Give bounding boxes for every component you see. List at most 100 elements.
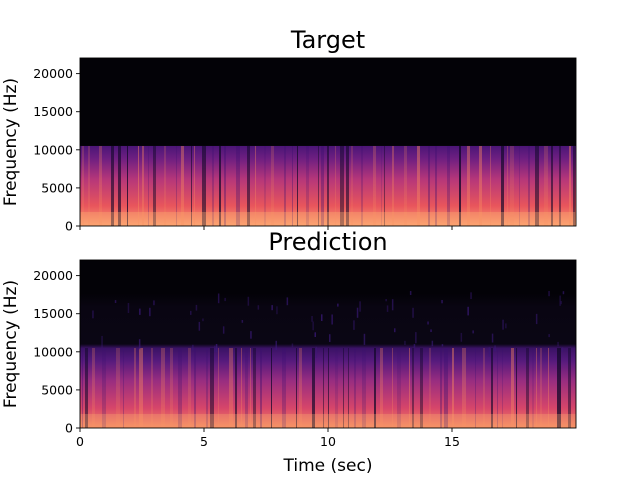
time-streak [536, 348, 537, 428]
time-streak [212, 146, 214, 226]
time-streak [462, 348, 466, 428]
noise-speck [312, 321, 314, 331]
time-streak [164, 146, 166, 226]
x-tick-label: 5 [200, 434, 208, 449]
time-streak [236, 146, 240, 226]
time-streak [219, 146, 221, 226]
time-streak [178, 348, 182, 428]
y-tick-label: 15000 [33, 306, 73, 321]
time-streak [507, 146, 508, 226]
noise-speck [241, 320, 244, 323]
noise-speck [431, 340, 434, 347]
time-streak [404, 146, 407, 226]
noise-speck [291, 343, 294, 348]
noise-speck [217, 293, 220, 304]
time-streak [194, 348, 196, 428]
noise-speck [92, 310, 94, 319]
noise-speck [415, 332, 417, 344]
time-streak [176, 146, 177, 226]
time-streak [348, 348, 349, 428]
noise-speck [311, 316, 313, 322]
time-streak [511, 348, 514, 428]
time-streak [420, 348, 423, 428]
x-tick-label: 10 [320, 434, 336, 449]
time-streak [191, 146, 192, 226]
noise-speck [257, 305, 260, 310]
time-streak [245, 348, 248, 428]
noise-speck [404, 340, 406, 345]
time-streak [235, 348, 237, 428]
time-streak [284, 146, 286, 226]
time-streak [428, 146, 430, 226]
prediction-x-axis-label: Time (sec) [283, 456, 373, 476]
target-y-axis: 0 5000 10000 15000 20000 [33, 66, 80, 234]
target-title: Target [290, 26, 365, 54]
time-streak [373, 146, 376, 226]
time-streak [335, 348, 338, 428]
noise-speck [394, 328, 396, 333]
noise-speck [353, 320, 355, 330]
time-streak [467, 146, 470, 226]
time-streak [123, 348, 124, 428]
time-streak [335, 146, 336, 226]
noise-speck [114, 300, 117, 303]
noise-speck [250, 331, 252, 339]
noise-speck [356, 307, 359, 318]
time-streak [224, 146, 226, 226]
time-streak [452, 348, 454, 428]
time-streak [417, 146, 420, 226]
time-streak [490, 146, 491, 226]
time-streak [306, 146, 309, 226]
time-streak [85, 348, 88, 428]
time-streak [497, 348, 498, 428]
noise-speck [127, 303, 130, 313]
time-streak [540, 348, 542, 428]
target-time-streaks [80, 146, 576, 226]
time-streak [241, 348, 242, 428]
time-streak [297, 146, 298, 226]
time-streak [134, 348, 136, 428]
time-streak [440, 348, 442, 428]
x-tick-label: 0 [76, 434, 84, 449]
noise-speck [409, 291, 412, 295]
x-tick-label: 15 [444, 434, 460, 449]
y-tick-label: 0 [65, 219, 73, 234]
time-streak [412, 348, 414, 428]
noise-speck [505, 323, 507, 329]
time-streak [354, 348, 356, 428]
noise-speck [275, 340, 277, 351]
noise-speck [562, 291, 565, 295]
time-streak [271, 348, 272, 428]
time-streak [253, 348, 256, 428]
noise-speck [198, 321, 201, 331]
noise-speck [331, 314, 333, 325]
time-streak [194, 146, 195, 226]
prediction-y-axis-label: Frequency (Hz) [1, 280, 21, 408]
time-streak [483, 348, 485, 428]
noise-speck [139, 308, 141, 315]
time-streak [361, 146, 363, 226]
noise-speck [192, 344, 194, 351]
noise-speck [337, 303, 339, 307]
noise-speck [470, 292, 472, 299]
time-streak [479, 146, 482, 226]
time-streak [557, 348, 561, 428]
noise-speck [502, 319, 504, 330]
prediction-x-axis: 0 5 10 15 [76, 428, 460, 449]
time-streak [82, 146, 84, 226]
noise-speck [385, 299, 387, 302]
time-streak [102, 348, 106, 428]
noise-speck [491, 333, 494, 343]
time-streak [548, 348, 549, 428]
noise-speck [560, 301, 562, 305]
time-streak [138, 146, 139, 226]
noise-speck [359, 301, 361, 312]
noise-speck [561, 347, 564, 352]
time-streak [88, 146, 90, 226]
time-streak [111, 146, 114, 226]
time-streak [409, 348, 410, 428]
prediction-title: Prediction [268, 228, 387, 256]
time-streak [569, 146, 571, 226]
y-tick-label: 15000 [33, 104, 73, 119]
y-tick-label: 10000 [33, 344, 73, 359]
